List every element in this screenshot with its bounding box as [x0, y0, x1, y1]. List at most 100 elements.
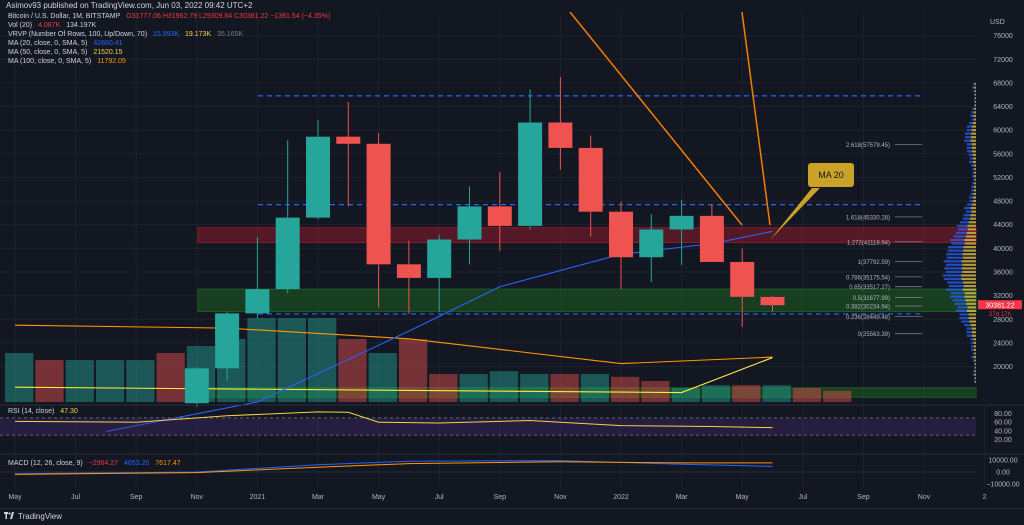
- candle-body: [185, 368, 209, 403]
- volume-profile-bar: [972, 172, 974, 174]
- rsi-axis-tick: 80.00: [994, 411, 1012, 418]
- legend-ma50-row[interactable]: MA (50, close, 0, SMA, 5) 21520.15: [8, 48, 127, 57]
- candle-body: [670, 216, 694, 230]
- volume-bar: [550, 374, 578, 402]
- volume-profile-bar: [957, 225, 967, 227]
- ma50-value: 21520.15: [93, 49, 122, 56]
- candle-body: [336, 137, 360, 144]
- volume-profile-bar: [975, 104, 976, 106]
- symbol-label: Bitcoin / U.S. Dollar, 1M, BITSTAMP: [8, 13, 120, 20]
- volume-profile-bar: [966, 211, 972, 213]
- price-axis-tick: 48000: [993, 199, 1013, 206]
- candle-body: [427, 240, 451, 278]
- volume-profile-bar: [966, 328, 971, 330]
- last-price-time: 27d 17h: [989, 312, 1011, 318]
- candle-body: [761, 297, 785, 305]
- volume-profile-bar: [975, 352, 976, 354]
- price-axis-unit: USD: [990, 19, 1005, 26]
- volume-profile-bar: [972, 86, 974, 88]
- volume-profile-bar: [964, 214, 971, 216]
- volume-profile-bar: [969, 196, 973, 198]
- candle-body: [215, 313, 239, 368]
- volume-profile-bar: [971, 111, 974, 113]
- volume-profile-bar: [974, 97, 975, 99]
- volume-profile-bar: [972, 331, 976, 333]
- legend-macd-row[interactable]: MACD (12, 26, close, 9) −2964.27 4653.20…: [8, 459, 185, 468]
- volume-bar: [5, 353, 33, 402]
- volume-profile-bar: [973, 168, 975, 170]
- volume-profile-bar: [965, 242, 976, 244]
- price-axis-tick: 56000: [993, 151, 1013, 158]
- volume-profile-bar: [972, 118, 974, 120]
- volume-profile-bar: [974, 189, 976, 191]
- volume-profile-bar: [975, 374, 976, 376]
- volume-profile-bar: [972, 129, 976, 131]
- volume-profile-bar: [960, 313, 969, 315]
- volume-profile-bar: [964, 324, 970, 326]
- volume-profile-bar: [968, 306, 976, 308]
- price-axis-tick: 52000: [993, 175, 1013, 182]
- legend-vrvp-row[interactable]: VRVP (Number Of Rows, 100, Up/Down, 70) …: [8, 30, 247, 39]
- candle-body: [518, 123, 542, 226]
- volume-profile-bar: [946, 271, 963, 273]
- volume-profile-bar: [975, 381, 976, 383]
- volume-profile-bar: [967, 335, 972, 337]
- candle-body: [276, 218, 300, 289]
- volume-bar: [702, 385, 730, 402]
- volume-profile-bar: [964, 140, 971, 142]
- time-axis-tick: Nov: [918, 494, 931, 501]
- volume-profile-bar: [972, 175, 974, 177]
- candle-body: [700, 216, 724, 262]
- volume-bar: [763, 385, 791, 402]
- footer-brand[interactable]: TradingView: [18, 512, 62, 521]
- fib-label: 0.65(33517.27): [849, 285, 890, 291]
- volume-profile-bar: [963, 281, 976, 283]
- volume-profile-bar: [973, 161, 976, 163]
- rsi-label: RSI (14, close): [8, 408, 54, 415]
- volume-profile-bar: [974, 186, 976, 188]
- volume-profile-bar: [974, 381, 975, 383]
- volume-profile-bar: [956, 232, 967, 234]
- volume-profile-bar: [971, 345, 974, 347]
- volume-profile-bar: [968, 317, 976, 319]
- volume-profile-bar: [973, 115, 976, 117]
- vrvp-value-1: 15.993K: [153, 31, 179, 38]
- rsi-axis-tick: 20.00: [994, 437, 1012, 444]
- time-axis-tick: Nov: [191, 494, 204, 501]
- volume-bar: [429, 374, 457, 402]
- volume-profile-bar: [947, 257, 963, 259]
- volume-profile-bar: [967, 225, 976, 227]
- time-axis-tick: Mar: [676, 494, 689, 501]
- volume-value-1: 4.087K: [38, 22, 60, 29]
- time-axis-tick: May: [8, 494, 22, 501]
- volume-profile-bar: [971, 186, 974, 188]
- volume-profile-bar: [973, 370, 975, 372]
- candle-body: [245, 289, 269, 313]
- legend-rsi-row[interactable]: RSI (14, close) 47.30: [8, 407, 82, 416]
- volume-profile-bar: [974, 349, 976, 351]
- volume-profile-bar: [975, 179, 976, 181]
- time-axis-tick: May: [372, 494, 386, 501]
- time-axis-tick: Mar: [312, 494, 325, 501]
- volume-profile-bar: [970, 115, 973, 117]
- volume-profile-bar: [972, 143, 976, 145]
- macd-value-1: −2964.27: [89, 460, 118, 467]
- volume-bar: [157, 353, 185, 402]
- macd-value-3: 7617.47: [155, 460, 180, 467]
- volume-profile-bar: [966, 235, 976, 237]
- volume-profile-bar: [975, 97, 976, 99]
- volume-profile-bar: [967, 129, 972, 131]
- legend-ma20-row[interactable]: MA (20, close, 0, SMA, 5) 42880.41: [8, 39, 127, 48]
- volume-bar: [66, 360, 94, 402]
- volume-profile-bar: [967, 203, 972, 205]
- time-axis-tick: Jul: [798, 494, 807, 501]
- volume-profile-bar: [974, 345, 976, 347]
- volume-profile-bar: [974, 367, 975, 369]
- volume-profile-bar: [974, 164, 976, 166]
- volume-profile-bar: [973, 179, 975, 181]
- time-axis-tick: Nov: [554, 494, 567, 501]
- legend-volume-row[interactable]: Vol (20) 4.087K 134.197K: [8, 21, 100, 30]
- legend-ma100-row[interactable]: MA (100, close, 0, SMA, 5) 11792.05: [8, 57, 130, 66]
- volume-bar: [338, 339, 366, 402]
